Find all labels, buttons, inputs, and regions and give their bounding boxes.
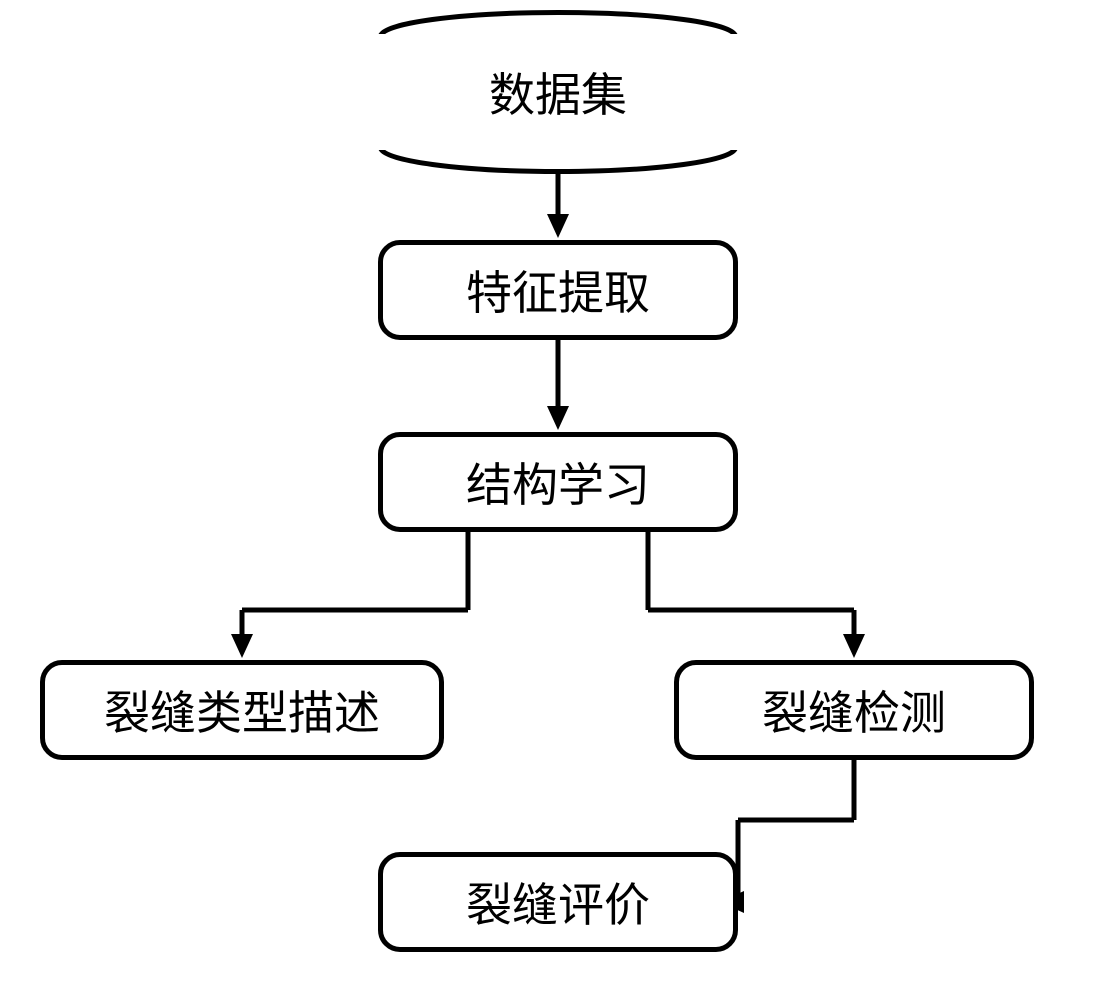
dataset-label: 数据集	[489, 59, 627, 125]
structure-learning-label: 结构学习	[466, 449, 650, 515]
crack-evaluation-label: 裂缝评价	[466, 869, 650, 935]
feature-extraction-label: 特征提取	[466, 257, 650, 323]
crack-detection-node: 裂缝检测	[674, 660, 1034, 760]
dataset-node: 数据集	[378, 34, 738, 150]
crack-evaluation-node: 裂缝评价	[378, 852, 738, 952]
crack-type-description-node: 裂缝类型描述	[40, 660, 444, 760]
crack-detection-label: 裂缝检测	[762, 677, 946, 743]
structure-learning-node: 结构学习	[378, 432, 738, 532]
flowchart-canvas: 数据集 特征提取 结构学习 裂缝类型描述 裂缝检测 裂缝评价	[0, 0, 1118, 990]
feature-extraction-node: 特征提取	[378, 240, 738, 340]
crack-type-description-label: 裂缝类型描述	[104, 677, 380, 743]
